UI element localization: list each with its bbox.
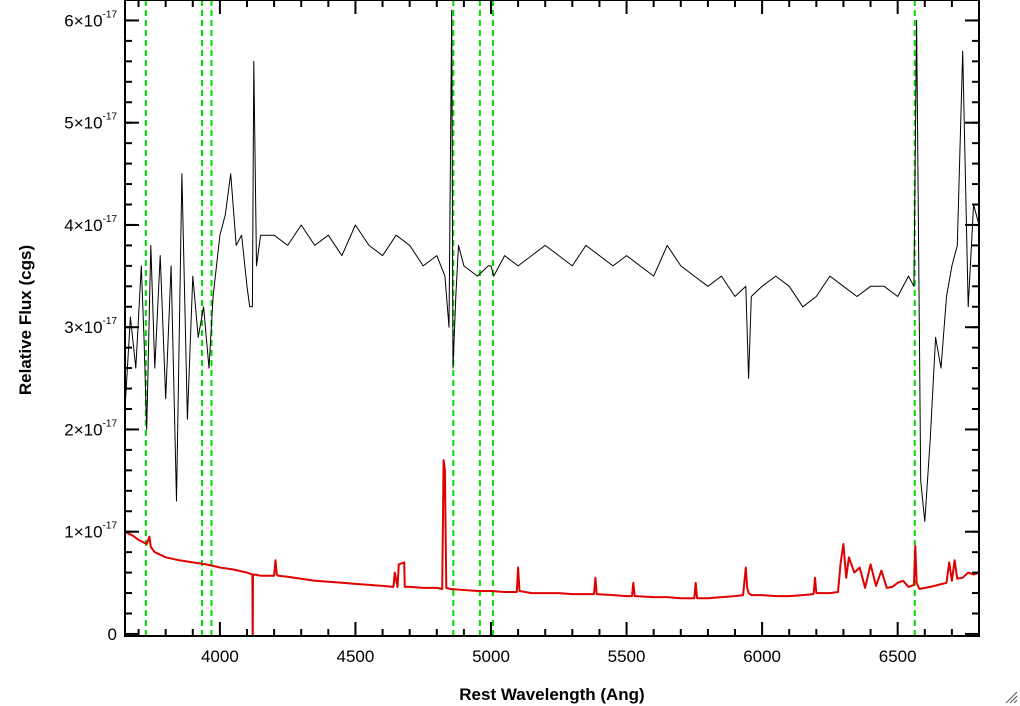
- x-tick-label: 6000: [743, 647, 781, 666]
- series-line: [125, 9, 979, 522]
- y-axis-label: Relative Flux (cgs): [16, 245, 35, 395]
- x-tick-label: 4000: [201, 647, 239, 666]
- plot-frame: [124, 0, 980, 637]
- resize-grip-icon[interactable]: [1004, 690, 1018, 704]
- y-tick-label: 1×10-17: [64, 521, 117, 542]
- x-tick-label: 5000: [472, 647, 510, 666]
- reference-lines: [144, 0, 916, 636]
- y-tick-label: 3×10-17: [64, 316, 117, 337]
- x-tick-label: 4500: [337, 647, 375, 666]
- x-tick-label: 6500: [879, 647, 917, 666]
- x-tick-label: 5500: [608, 647, 646, 666]
- y-tick-label: 6×10-17: [64, 9, 117, 30]
- y-tick-labels: 0 1×10-17 2×10-17 3×10-17 4×10-17 5×10-17 6×10…: [64, 9, 117, 644]
- x-axis-label: Rest Wavelength (Ang): [459, 685, 644, 704]
- axis-ticks: [125, 0, 980, 636]
- spectrum-series: [125, 9, 979, 636]
- x-tick-labels: 4000 4500 5000 5500 6000 6500: [201, 647, 917, 666]
- y-tick-label: 0: [108, 625, 117, 644]
- y-tick-label: 4×10-17: [64, 214, 117, 235]
- y-tick-label: 2×10-17: [64, 418, 117, 439]
- y-tick-label: 5×10-17: [64, 112, 117, 133]
- series-line: [125, 459, 979, 636]
